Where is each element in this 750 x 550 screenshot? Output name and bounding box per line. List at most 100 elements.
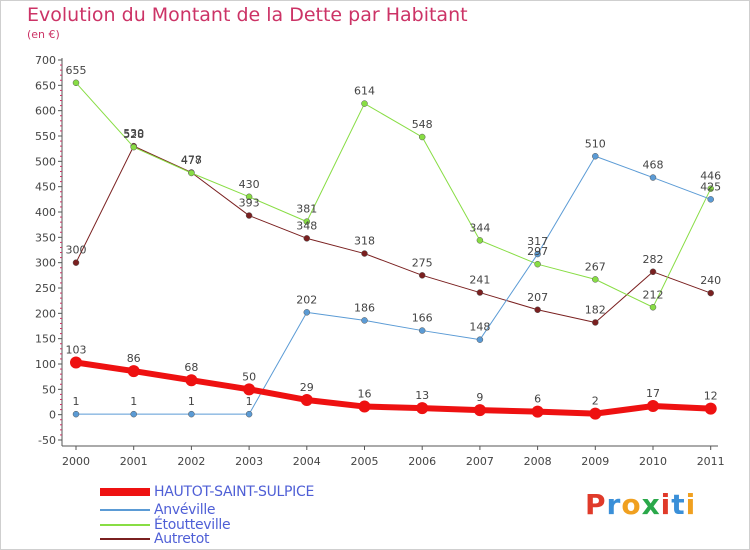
- data-point: [72, 410, 80, 418]
- data-point: [592, 319, 599, 326]
- legend-label: Autretot: [154, 531, 210, 547]
- y-tick-label: 300: [35, 257, 56, 270]
- x-tick-label: 2007: [466, 455, 494, 468]
- x-tick-label: 2008: [524, 455, 552, 468]
- series-line: [75, 145, 712, 323]
- data-label: 614: [354, 85, 375, 98]
- legend-item: Autretot: [100, 531, 210, 547]
- data-point: [531, 405, 544, 418]
- y-tick-label: 0: [49, 409, 56, 422]
- data-point: [476, 336, 484, 343]
- data-point: [127, 365, 140, 378]
- y-tick-label: 50: [42, 383, 56, 396]
- data-point: [303, 309, 311, 316]
- data-label: 186: [354, 301, 375, 314]
- data-label: 9: [476, 391, 483, 404]
- chart-subtitle: (en €): [27, 28, 60, 41]
- data-point: [130, 143, 137, 151]
- data-point: [707, 289, 714, 297]
- data-point: [303, 235, 311, 242]
- data-label: 477: [181, 154, 202, 167]
- data-point: [243, 383, 256, 396]
- series-line: [73, 359, 714, 417]
- data-label: 655: [66, 64, 87, 77]
- data-point: [418, 327, 426, 334]
- y-tick-label: 100: [35, 358, 56, 371]
- legend-item: Anvéville: [100, 502, 216, 518]
- data-label: 425: [700, 180, 721, 193]
- data-label: 1: [188, 395, 195, 408]
- data-label: 202: [296, 293, 317, 306]
- legend-swatch: [100, 488, 150, 496]
- series-line: [75, 155, 712, 415]
- y-tick-label: 550: [35, 130, 56, 143]
- y-tick-label: 350: [35, 231, 56, 244]
- data-label: 317: [527, 235, 548, 248]
- data-label: 50: [242, 370, 256, 383]
- data-label: 2: [592, 395, 599, 408]
- data-label: 282: [643, 253, 664, 266]
- data-label: 29: [300, 381, 314, 394]
- data-point: [361, 317, 368, 324]
- data-label: 318: [354, 235, 375, 248]
- data-label: 548: [412, 118, 433, 131]
- logo-letter: P: [585, 488, 607, 521]
- x-tick-label: 2005: [351, 455, 379, 468]
- data-label: 103: [66, 343, 87, 356]
- x-tick-label: 2003: [235, 455, 263, 468]
- x-tick-label: 2010: [639, 455, 667, 468]
- legend-item: Étoutteville: [100, 517, 231, 533]
- data-point: [300, 393, 313, 406]
- data-point: [592, 153, 599, 160]
- data-point: [589, 407, 602, 420]
- data-point: [704, 402, 717, 415]
- data-point: [418, 272, 426, 279]
- data-label: 86: [127, 352, 141, 365]
- y-tick-label: 400: [35, 206, 56, 219]
- data-label: 267: [585, 260, 606, 273]
- y-tick-label: 150: [35, 333, 56, 346]
- data-point: [245, 410, 253, 418]
- data-point: [473, 404, 486, 417]
- data-label: 1: [73, 395, 80, 408]
- legend-item: HAUTOT-SAINT-SULPICE: [100, 484, 314, 500]
- data-point: [707, 196, 714, 203]
- data-point: [358, 400, 371, 413]
- data-point: [476, 289, 484, 296]
- logo-letter: t: [671, 488, 686, 521]
- data-point: [245, 193, 253, 201]
- data-point: [416, 402, 429, 415]
- data-label: 166: [412, 312, 433, 325]
- data-point: [476, 237, 484, 244]
- data-point: [534, 306, 541, 314]
- data-point: [649, 174, 657, 181]
- data-label: 478: [181, 153, 202, 166]
- data-label: 241: [469, 274, 490, 287]
- x-tick-label: 2011: [697, 455, 725, 468]
- series-line: [75, 82, 712, 308]
- data-point: [534, 250, 541, 258]
- x-tick-label: 2002: [177, 455, 205, 468]
- data-label: 446: [700, 170, 721, 183]
- data-point: [361, 100, 368, 107]
- data-label: 344: [469, 221, 490, 234]
- data-label: 510: [585, 137, 606, 150]
- data-label: 275: [412, 256, 433, 269]
- data-point: [707, 185, 714, 192]
- data-label: 212: [643, 288, 664, 301]
- data-label: 468: [643, 159, 664, 172]
- data-point: [361, 250, 368, 257]
- data-point: [130, 410, 137, 418]
- data-label: 13: [415, 389, 429, 402]
- proxiti-logo: Proxiti: [585, 488, 696, 521]
- data-point: [185, 374, 198, 387]
- y-tick-label: 700: [35, 54, 56, 67]
- y-tick-label: 250: [35, 282, 56, 295]
- y-tick-label: -50: [38, 434, 56, 447]
- data-label: 240: [700, 274, 721, 287]
- logo-letter: x: [641, 488, 661, 521]
- data-label: 6: [534, 393, 541, 406]
- data-label: 17: [646, 387, 660, 400]
- data-point: [647, 400, 659, 413]
- data-label: 430: [239, 178, 260, 191]
